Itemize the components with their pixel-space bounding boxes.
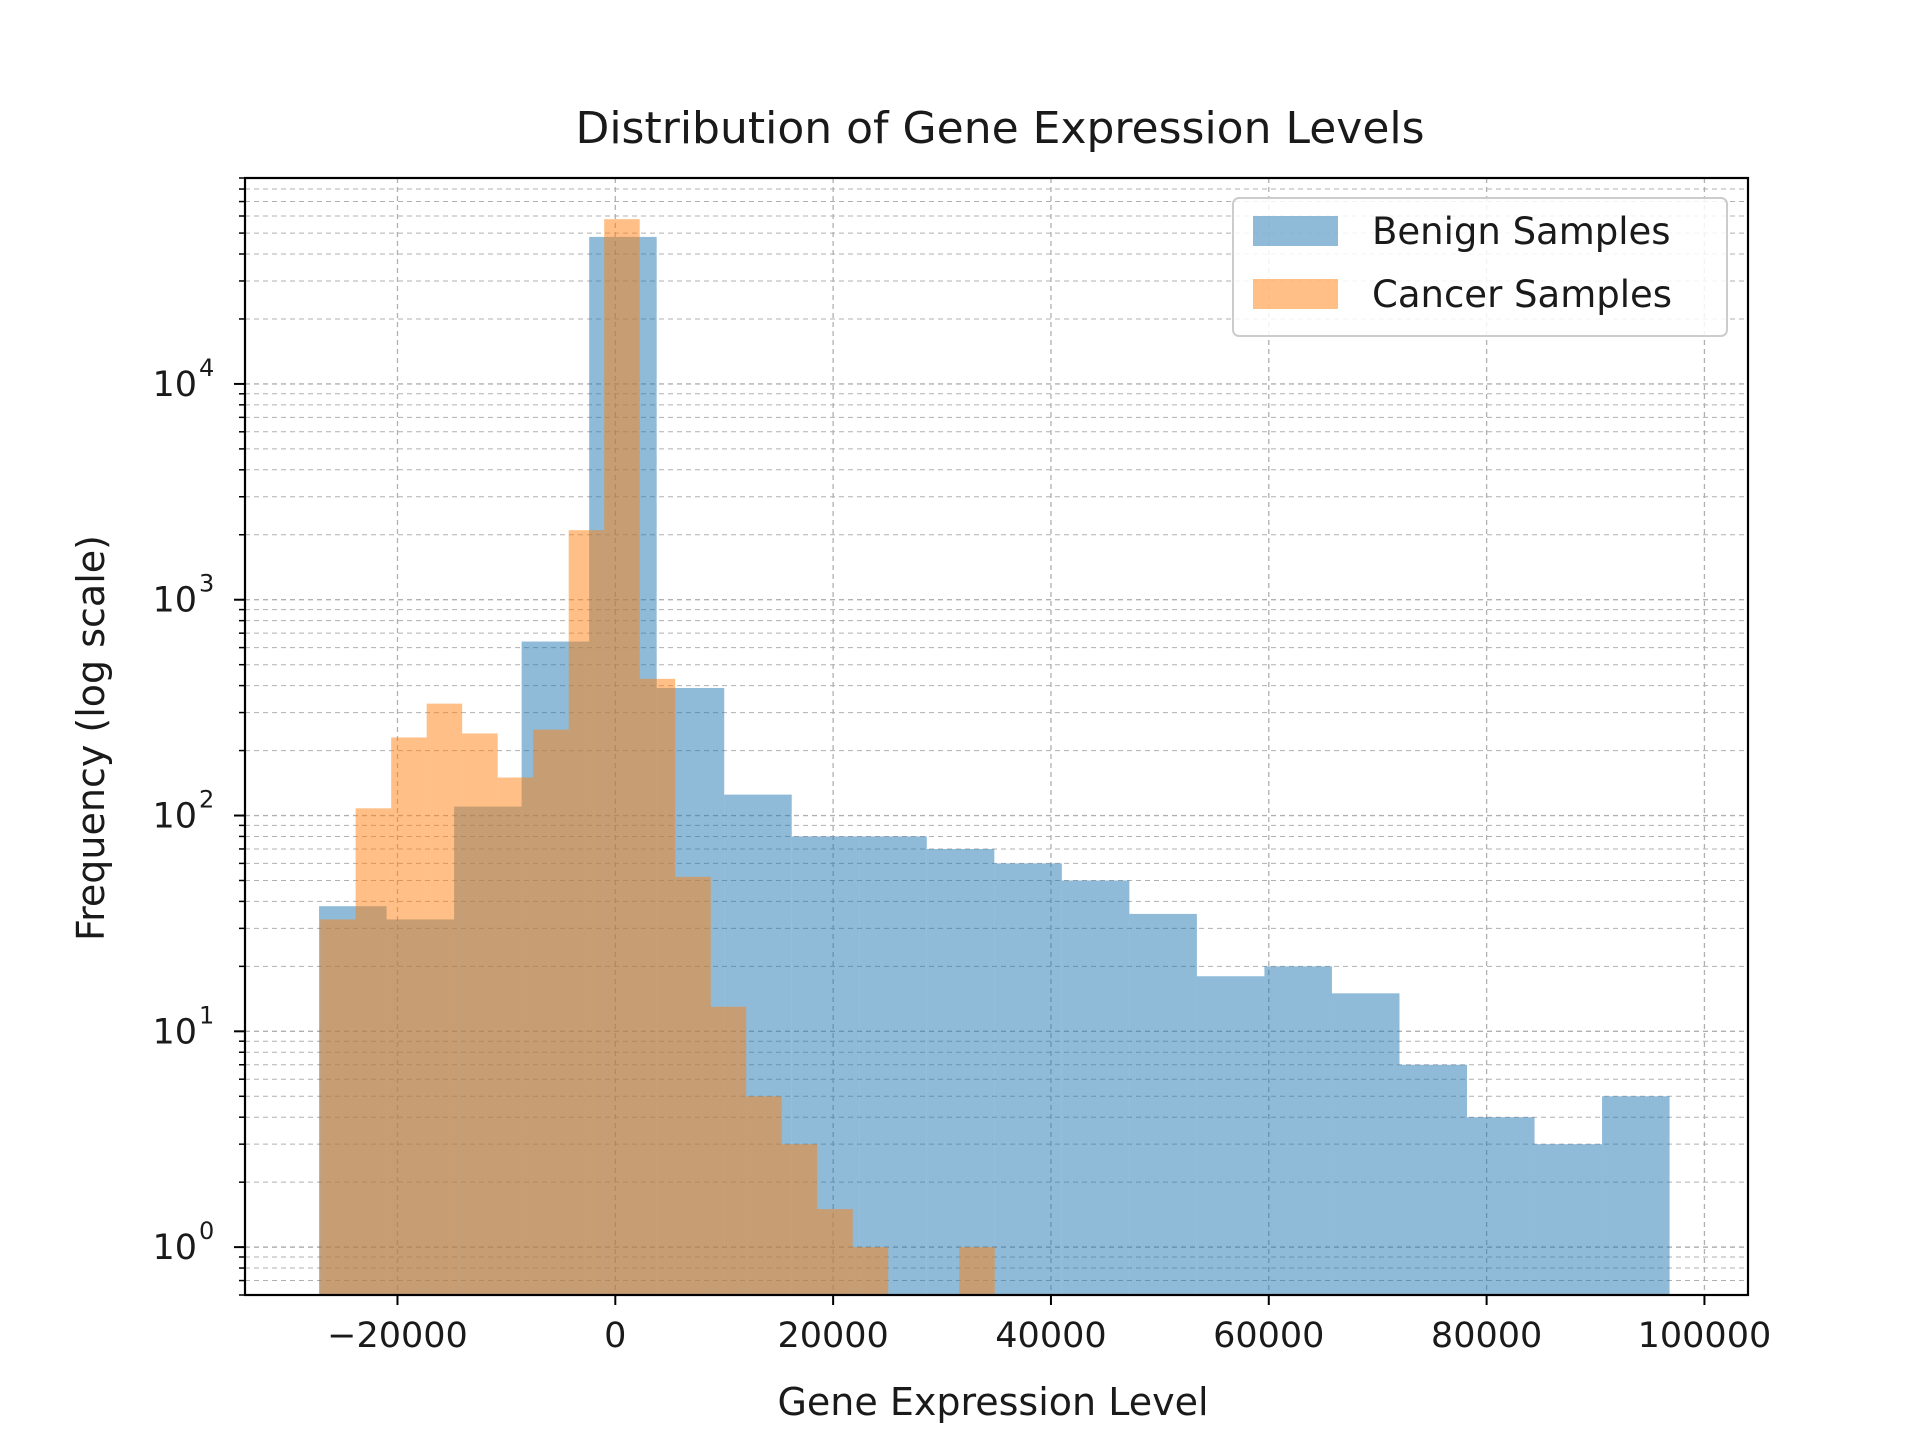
histogram-bar [710, 1006, 747, 1295]
y-axis-label: Frequency (log scale) [69, 535, 113, 941]
y-tick-label: 10 [152, 1228, 197, 1268]
histogram-bar [320, 919, 356, 1295]
histogram-bar [462, 733, 498, 1295]
histogram-bar [1129, 913, 1197, 1295]
legend-label-benign: Benign Samples [1372, 210, 1671, 253]
histogram-bar [1602, 1096, 1670, 1295]
y-tick-exponent: 0 [199, 1217, 214, 1245]
histogram-bar [639, 678, 676, 1295]
histogram-bar [1196, 976, 1265, 1295]
histogram-bar [781, 1144, 818, 1295]
chart-title: Distribution of Gene Expression Levels [575, 103, 1424, 154]
histogram-bar [859, 836, 927, 1295]
histogram-bar [1061, 880, 1130, 1295]
histogram-bar [926, 848, 995, 1295]
x-tick-label: 100000 [1638, 1316, 1772, 1356]
histogram-bar [1399, 1064, 1468, 1295]
legend-label-cancer: Cancer Samples [1372, 273, 1672, 316]
histogram-bar [533, 729, 569, 1295]
x-tick-label: 60000 [1213, 1316, 1324, 1356]
x-tick-label: 40000 [995, 1316, 1106, 1356]
histogram-bar [1264, 966, 1332, 1295]
y-tick-exponent: 1 [199, 1001, 214, 1029]
legend-box [1232, 197, 1728, 337]
histogram-bar [497, 777, 534, 1295]
histogram-bar [1331, 993, 1400, 1295]
x-tick-label: 0 [604, 1316, 626, 1356]
histogram-bar [746, 1096, 782, 1295]
y-tick-label: 10 [152, 797, 197, 837]
x-axis-ticks: −20000 0 20000 40000 60000 80000 100000 [327, 1295, 1771, 1356]
plot-frame [243, 176, 1750, 1297]
histogram-bars [319, 219, 1670, 1296]
histogram-bar [675, 876, 711, 1295]
legend-swatch-cancer [1253, 279, 1338, 309]
y-tick-exponent: 4 [199, 354, 214, 382]
x-tick-label: −20000 [327, 1316, 468, 1356]
histogram-bar [426, 703, 463, 1295]
x-axis-label: Gene Expression Level [777, 1380, 1208, 1424]
histogram-bar [1467, 1117, 1535, 1295]
histogram-bar [355, 808, 392, 1295]
legend-swatch-benign [1253, 216, 1338, 246]
y-tick-label: 10 [152, 1012, 197, 1052]
histogram-bar [1534, 1144, 1603, 1295]
histogram-bar [604, 219, 640, 1296]
legend: Benign Samples Cancer Samples [1232, 197, 1728, 337]
x-tick-label: 80000 [1431, 1316, 1542, 1356]
y-tick-label: 10 [152, 365, 197, 405]
histogram-bar [852, 1247, 889, 1295]
y-tick-exponent: 3 [199, 570, 214, 598]
y-tick-label: 10 [152, 581, 197, 621]
histogram-bar [391, 737, 427, 1295]
x-tick-label: 20000 [777, 1316, 888, 1356]
histogram-bar [994, 863, 1062, 1295]
histogram-bar [959, 1247, 995, 1295]
histogram-bar [817, 1209, 853, 1295]
series-cancer-bars [320, 219, 995, 1296]
y-tick-exponent: 2 [199, 786, 214, 814]
histogram-bar [568, 530, 605, 1295]
